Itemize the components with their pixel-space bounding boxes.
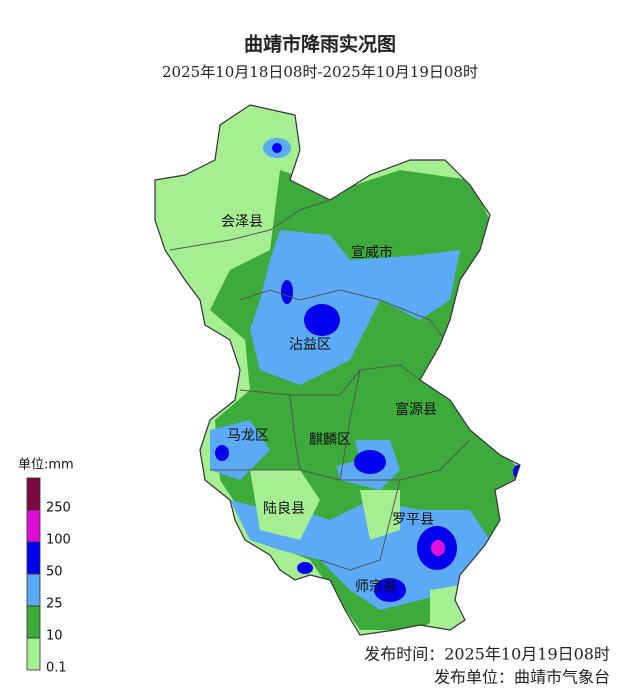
county-label: 富源县 [395,401,437,418]
legend-swatch [26,509,41,543]
county-label: 师宗县 [355,579,397,595]
county-label: 陆良县 [263,501,305,517]
footer-time: 发布时间：2025年10月19日08时 [364,645,610,664]
legend-swatch [26,637,41,671]
county-label: 宣威市 [351,244,393,261]
legend: 250 100 50 25 10 0.1 [26,477,71,676]
legend-label: 250 [46,501,71,516]
title: 曲靖市降雨实况图 [244,33,396,56]
legend-swatch [26,477,41,511]
legend-unit: 单位:mm [18,458,74,473]
footer-unit: 发布单位：曲靖市气象台 [434,668,610,687]
county-label: 马龙区 [227,428,269,444]
legend-swatch [26,605,41,639]
county-label: 麒麟区 [309,432,351,448]
legend-label: 50 [46,565,63,580]
legend-swatch [26,573,41,607]
subtitle: 2025年10月18日08时-2025年10月19日08时 [162,63,478,81]
legend-label: 25 [46,597,63,612]
legend-label: 100 [46,533,71,548]
legend-label: 0.1 [46,661,67,676]
county-label: 沾益区 [289,337,331,353]
legend-swatch [26,541,41,575]
legend-label: 10 [46,629,63,644]
county-label: 会泽县 [221,214,263,230]
county-label: 罗平县 [392,512,434,528]
